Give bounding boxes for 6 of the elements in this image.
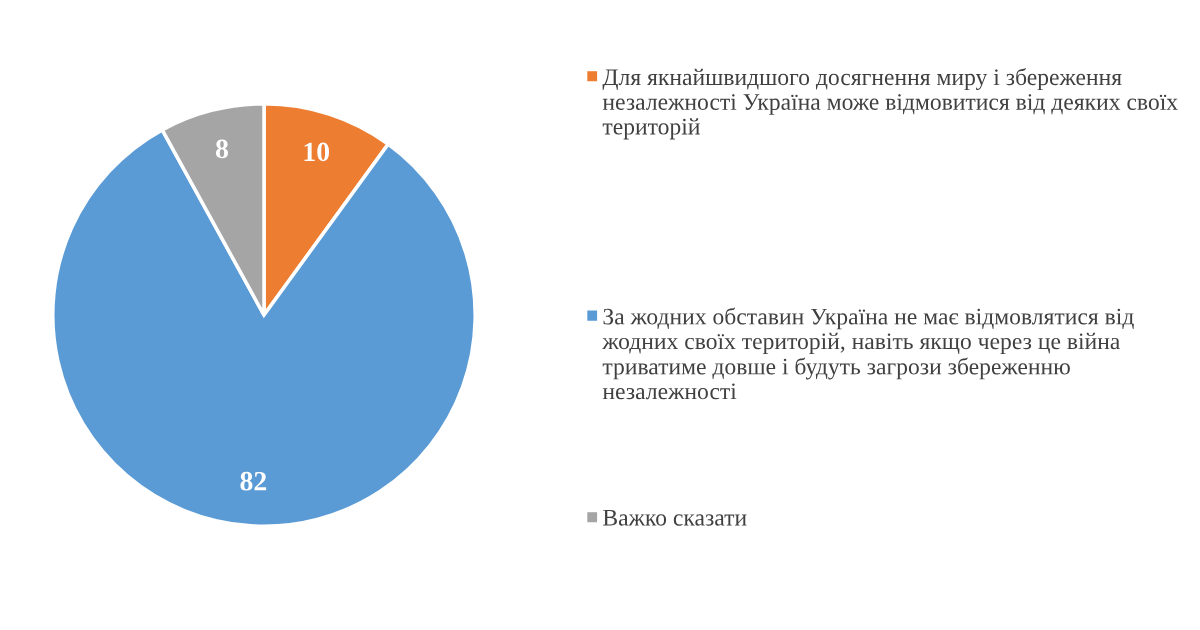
data-label: 10: [304, 142, 330, 162]
legend-label: Для якнайшвидшого досягнення миру і збереження незалежності Україна може відмовитися від деяких своїх територій: [602, 68, 1178, 140]
data-label: 8: [215, 139, 229, 159]
data-label: 82: [240, 471, 267, 491]
legend-label: Важко сказати: [603, 509, 747, 526]
legend-label: За жодних обставин Україна не має відмовлятися від жодних своїх територій, навіть якщо через це війна триватиме довше і будуть загрози збереженню незалежності: [602, 307, 1134, 400]
